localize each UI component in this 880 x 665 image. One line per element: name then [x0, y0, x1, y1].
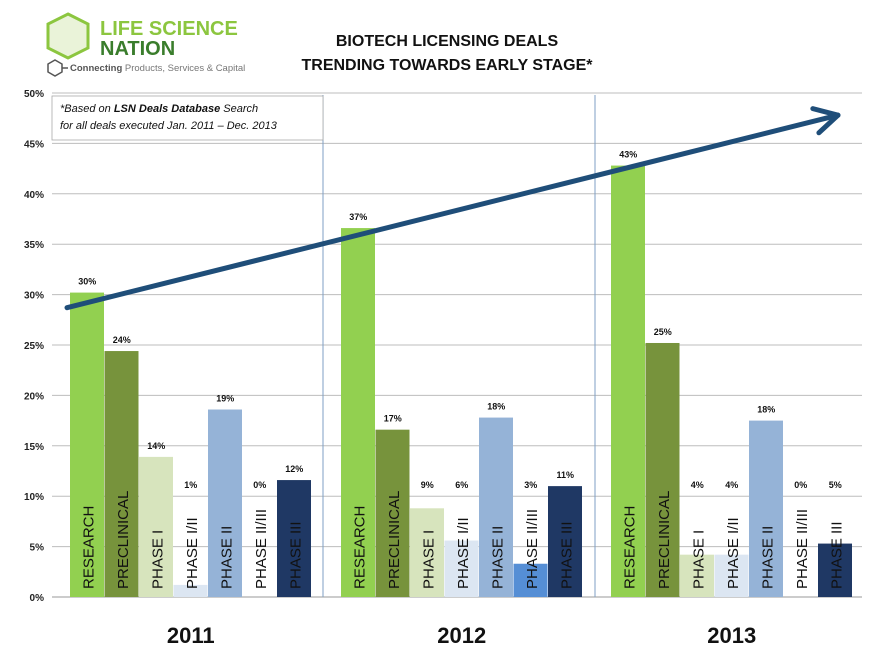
note-line2: for all deals executed Jan. 2011 – Dec. …	[60, 120, 278, 132]
category-label: PHASE III	[558, 521, 575, 589]
category-label: PHASE II/III	[253, 509, 270, 589]
note-line1: *Based on LSN Deals Database Search	[60, 103, 258, 115]
category-label: PHASE II	[759, 526, 776, 589]
bar-preclinical-2011	[104, 351, 139, 597]
data-label: 6%	[455, 480, 468, 490]
data-label: 18%	[757, 405, 775, 415]
bar-phase-ii-iii-2012	[513, 563, 548, 597]
logo-tagline: Connecting Products, Services & Capital	[70, 63, 245, 74]
y-tick-label: 30%	[24, 291, 44, 302]
data-label: 11%	[556, 470, 574, 480]
bar-group-2011: 30% RESEARCH 24% PRECLINICAL 14% PHASE I 1% PHA…	[70, 277, 311, 648]
category-label: PRECLINICAL	[386, 491, 403, 589]
category-label: PHASE I/II	[725, 517, 742, 589]
x-group-label: 2011	[167, 623, 215, 648]
category-label: PHASE I	[690, 530, 707, 589]
trend-line	[64, 112, 841, 311]
data-label: 4%	[691, 480, 704, 490]
y-tick-label: 40%	[24, 190, 44, 201]
bar-phase-i-2011	[139, 456, 173, 597]
data-label: 0%	[794, 480, 807, 490]
category-label: RESEARCH	[80, 506, 97, 589]
note-box: *Based on LSN Deals Database Search for …	[51, 95, 324, 141]
category-label: PHASE I	[149, 530, 166, 589]
data-label: 24%	[113, 335, 131, 345]
bar-phase-iii-2011	[277, 480, 311, 597]
bar-phase-ii-2011	[208, 409, 242, 597]
data-label: 37%	[349, 212, 367, 222]
trend-arrow	[64, 106, 841, 311]
data-label: 43%	[619, 150, 637, 160]
x-group-label: 2012	[437, 623, 486, 648]
logo-hexagon-icon	[46, 12, 90, 60]
bar-phase-ii-2012	[479, 417, 513, 597]
y-tick-label: 5%	[30, 543, 45, 554]
data-label: 18%	[487, 402, 505, 412]
y-axis-ticks: 0% 5% 10% 15% 20% 25% 30% 35% 40% 45% 50%	[24, 89, 44, 604]
bar-phase-i-ii-2011	[173, 584, 208, 597]
category-label: PHASE I/II	[455, 517, 472, 589]
category-label: PHASE II/III	[794, 509, 811, 589]
data-label: 3%	[524, 480, 537, 490]
bar-group-2013: 43% RESEARCH 25% PRECLINICAL 4% PHASE I 4% PHAS…	[611, 150, 852, 648]
category-label: PHASE III	[287, 521, 304, 589]
y-tick-label: 25%	[24, 341, 44, 352]
data-label: 9%	[421, 480, 434, 490]
category-label: PHASE II	[489, 526, 506, 589]
bar-phase-i-2012	[410, 508, 444, 597]
bar-research-2012	[341, 228, 375, 597]
arrowhead-icon	[810, 106, 841, 136]
y-tick-label: 20%	[24, 391, 44, 402]
bar-phase-i-ii-2012	[444, 540, 479, 597]
logo: LIFE SCIENCE NATION Connecting Products,…	[46, 12, 245, 77]
bar-phase-i-ii-2013	[714, 554, 749, 597]
category-label: PRECLINICAL	[115, 491, 132, 589]
y-tick-label: 15%	[24, 442, 44, 453]
data-label: 17%	[384, 414, 402, 424]
bar-research-2013	[611, 165, 645, 598]
category-label: PHASE I/II	[184, 517, 201, 589]
bar-phase-ii-2013	[749, 420, 783, 597]
data-label: 30%	[78, 277, 96, 287]
bar-phase-iii-2013	[818, 543, 852, 597]
category-label: PHASE II/III	[524, 509, 541, 589]
y-tick-label: 35%	[24, 240, 44, 251]
bar-research-2011	[70, 292, 104, 597]
bar-preclinical-2013	[645, 342, 680, 597]
category-label: PHASE II	[218, 526, 235, 589]
bar-preclinical-2012	[375, 429, 410, 597]
bar-phase-i-2013	[680, 554, 714, 597]
data-label: 19%	[216, 394, 234, 404]
bar-group-2012: 37% RESEARCH 17% PRECLINICAL 9% PHASE I 6% PHAS…	[341, 212, 582, 648]
data-label: 14%	[147, 441, 165, 451]
logo-small-hexagon-icon	[47, 59, 63, 77]
category-label: PHASE III	[828, 521, 845, 589]
y-tick-label: 10%	[24, 492, 44, 503]
x-group-label: 2013	[707, 623, 756, 648]
logo-name-line1: LIFE SCIENCE	[100, 18, 238, 40]
data-label: 0%	[253, 480, 266, 490]
data-label: 4%	[725, 480, 738, 490]
category-label: PHASE I	[420, 530, 437, 589]
category-label: RESEARCH	[621, 506, 638, 589]
chart-title-line2: TRENDING TOWARDS EARLY STAGE*	[302, 57, 594, 74]
bars: 30% RESEARCH 24% PRECLINICAL 14% PHASE I 1% PHA…	[70, 150, 852, 648]
y-tick-label: 0%	[30, 593, 45, 604]
y-tick-label: 50%	[24, 89, 44, 100]
category-label: RESEARCH	[351, 506, 368, 589]
data-label: 1%	[184, 480, 197, 490]
bar-phase-iii-2012	[548, 486, 582, 597]
data-label: 25%	[654, 327, 672, 337]
chart-title-line1: BIOTECH LICENSING DEALS	[336, 33, 559, 50]
logo-name-line2: NATION	[100, 38, 175, 60]
gridlines	[52, 92, 862, 598]
data-label: 12%	[285, 464, 303, 474]
y-tick-label: 45%	[24, 139, 44, 150]
category-label: PRECLINICAL	[656, 491, 673, 589]
data-label: 5%	[829, 480, 842, 490]
